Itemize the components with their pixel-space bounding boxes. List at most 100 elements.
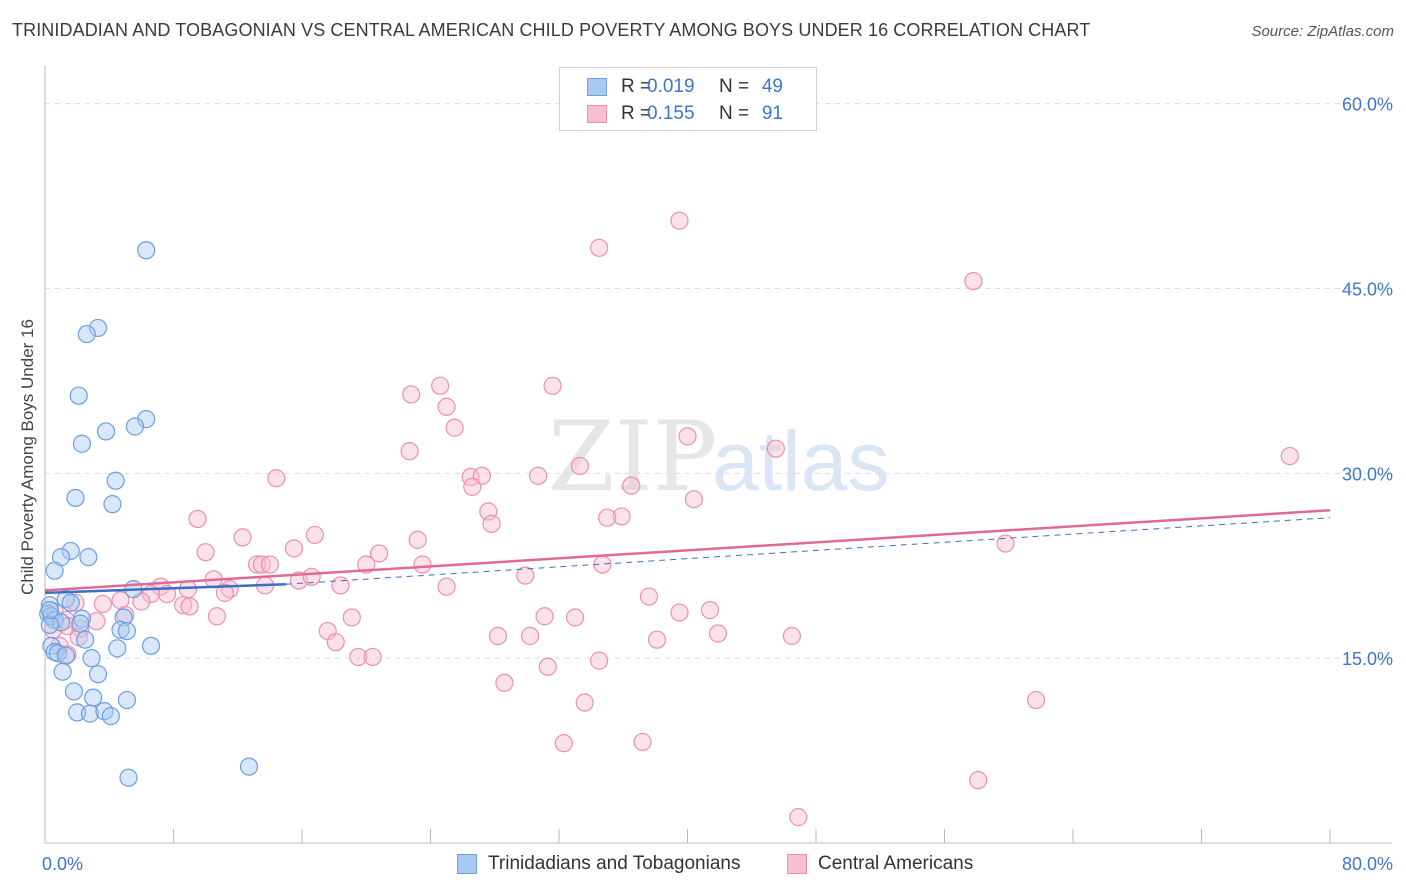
trinidadian-point [40,615,59,634]
central-american-point [413,555,432,574]
trend-line-trinidadians-dashed [285,517,1331,585]
y-tick-label: 60.0% [1342,95,1393,115]
central-american-point [437,397,456,416]
trinidadian-point [66,488,85,508]
central-american-point [482,514,501,533]
trinidadian-point [71,614,90,633]
central-american-point [93,594,112,614]
trinidadian-point [88,665,108,684]
trinidadian-point [103,495,122,514]
central-american-point [708,624,728,643]
central-american-point [529,466,548,485]
central-american-point [400,442,419,461]
trinidadian-point [68,703,87,722]
central-american-point [766,439,785,458]
legend-r-value: 0.155 [647,103,695,124]
trinidadian-point [76,630,95,649]
central-american-point [565,608,585,627]
y-tick-label: 45.0% [1342,279,1393,299]
central-american-point [437,577,456,596]
central-american-point [180,597,199,616]
trend-line-central-americans [44,509,1331,592]
bottom-legend-label-trinidadians: Trinidadians and Tobagonians [488,853,741,874]
legend-n-label: N = [719,76,750,97]
bottom-legend-swatch-pink [787,854,807,874]
trinidadians-points [39,241,259,787]
central-american-point [543,376,562,395]
central-american-point [516,566,535,585]
central-american-point [996,534,1015,553]
x-tick-label: 0.0% [42,854,83,874]
central-american-point [305,525,324,545]
trinidadian-point [45,561,64,580]
tick-labels: 15.0% 30.0% 45.0% 60.0% 0.0% 80.0% [42,95,1393,874]
trinidadian-point [137,241,156,260]
central-american-point [789,808,808,827]
central-american-point [66,593,85,612]
trinidadian-point [239,757,259,776]
bottom-legend-central-americans: Central Americans [787,852,973,876]
central-american-point [431,376,450,395]
trinidadian-point [79,548,98,567]
central-american-point [598,508,617,527]
central-american-point [342,608,361,627]
trinidadian-point [108,639,127,658]
central-american-point [247,555,267,574]
central-american-point [520,626,540,646]
bottom-legend-swatch-blue [457,854,477,874]
legend-r-label: R = [621,103,652,124]
trinidadian-point [119,768,138,787]
trinidadian-point [80,704,100,723]
trinidadian-point [64,682,84,701]
trinidadian-point [137,410,156,429]
central-american-point [463,477,482,496]
trinidadian-point [84,688,103,707]
central-american-point [495,673,514,692]
trinidadian-point [53,662,72,681]
legend: R = 0.019 N = 49 R = 0.155 N = 91 [559,67,817,131]
central-american-point [488,626,508,646]
trinidadian-point [117,690,137,710]
trinidadian-point [56,646,75,665]
trinidadian-point [51,613,71,632]
central-american-point [233,528,252,547]
central-american-point [570,456,589,476]
trinidadian-point [40,601,59,620]
central-american-point [639,587,659,606]
central-american-point [700,601,720,620]
central-american-point [402,385,421,404]
central-american-point [349,647,368,667]
central-american-point [207,607,226,626]
central-american-point [370,544,389,563]
trinidadian-point [69,386,88,405]
grid-lines [45,103,1392,659]
x-tick-label: 80.0% [1342,854,1393,874]
central-american-point [1280,446,1299,466]
central-american-point [782,626,802,646]
watermark: ZIP atlas [548,401,889,513]
legend-row-central-americans: R = 0.155 N = 91 [587,102,783,126]
central-american-point [622,476,641,495]
central-american-point [1026,690,1046,710]
central-american-point [196,543,215,562]
central-american-point [969,771,988,790]
central-american-point [670,211,689,230]
trinidadian-point [111,620,130,639]
central-american-point [538,657,557,676]
trinidadian-point [125,417,145,436]
legend-swatch-blue [587,78,607,96]
trinidadian-point [77,324,96,344]
y-tick-label: 30.0% [1342,464,1393,484]
legend-r-value: 0.019 [647,76,695,97]
legend-n-value: 91 [761,103,783,124]
trinidadian-point [96,422,116,441]
central-american-point [535,607,554,626]
legend-row-trinidadians: R = 0.019 N = 49 [587,75,783,99]
central-american-point [445,418,464,437]
legend-n-label: N = [719,103,750,124]
central-american-point [612,507,631,526]
central-american-point [647,630,667,649]
central-american-point [590,651,609,670]
central-american-point [363,647,382,667]
